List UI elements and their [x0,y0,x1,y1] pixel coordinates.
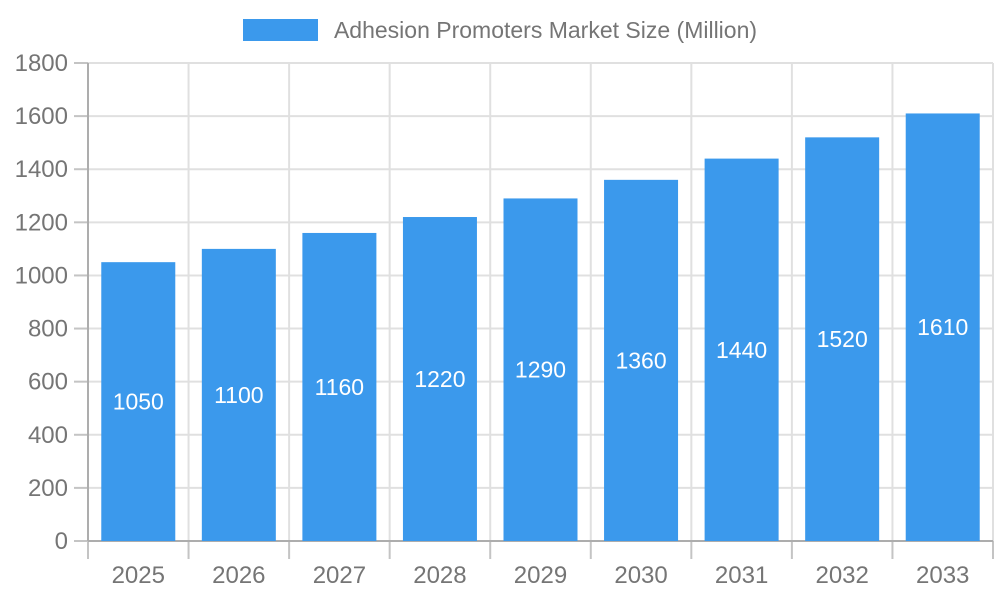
y-axis-label-800: 800 [28,316,68,343]
bar-2030[interactable] [604,179,679,541]
x-axis-label-2033: 2033 [916,562,969,589]
y-axis-label-600: 600 [28,369,68,396]
bar-2031[interactable] [704,158,779,541]
x-axis-label-2028: 2028 [413,562,466,589]
y-axis-label-1400: 1400 [15,156,68,183]
y-axis-label-0: 0 [55,528,68,555]
x-axis-label-2032: 2032 [815,562,868,589]
bar-2025[interactable] [101,262,176,541]
bar-2029[interactable] [503,198,578,541]
bar-value-label-2033: 1610 [917,314,968,340]
bar-value-label-2026: 1100 [214,382,263,408]
bar-2032[interactable] [805,137,880,541]
bar-value-label-2030: 1360 [615,347,666,373]
x-axis-label-2030: 2030 [614,562,667,589]
bar-2026[interactable] [201,248,276,541]
y-axis-label-1800: 1800 [15,50,68,77]
y-axis-label-400: 400 [28,422,68,449]
x-axis-label-2026: 2026 [212,562,265,589]
x-axis-label-2025: 2025 [112,562,165,589]
bar-value-label-2032: 1520 [817,326,868,352]
bar-2027[interactable] [302,232,377,541]
y-axis-label-1600: 1600 [15,103,68,130]
y-axis-label-1200: 1200 [15,209,68,236]
bar-value-label-2031: 1440 [716,337,767,363]
bar-2028[interactable] [402,217,477,541]
legend-swatch [242,19,318,41]
x-axis-label-2029: 2029 [514,562,567,589]
legend-label: Adhesion Promoters Market Size (Million) [333,17,758,43]
x-axis-label-2027: 2027 [313,562,366,589]
y-axis-label-1000: 1000 [15,262,68,289]
bar-2033[interactable] [905,113,980,541]
x-axis-label-2031: 2031 [715,562,768,589]
bar-value-label-2029: 1290 [515,357,566,383]
y-axis-label-200: 200 [28,475,68,502]
bar-value-label-2027: 1160 [315,374,364,400]
bar-value-label-2025: 1050 [113,389,164,415]
legend-item[interactable]: Adhesion Promoters Market Size (Million) [0,17,1000,43]
bar-value-label-2028: 1220 [414,366,465,392]
